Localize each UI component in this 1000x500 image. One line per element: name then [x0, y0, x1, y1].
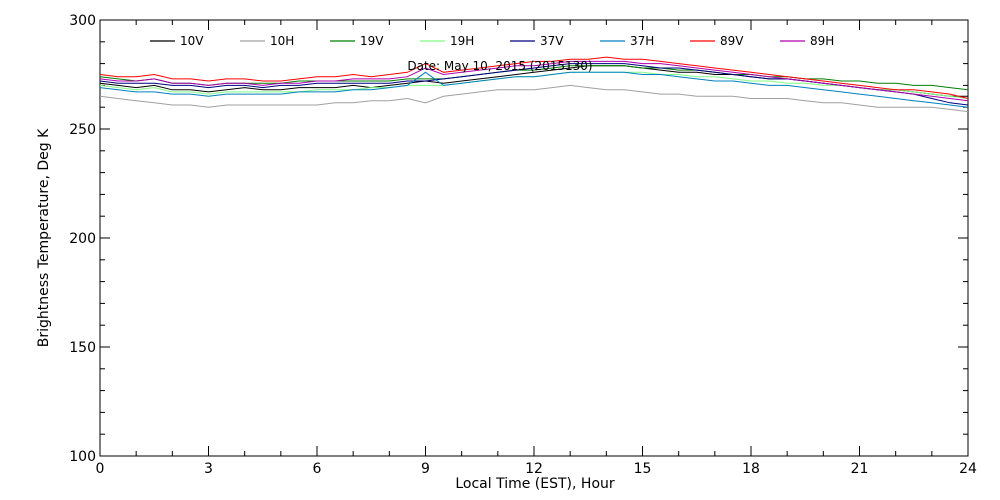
x-tick-label: 3 [204, 461, 213, 477]
x-tick-label: 0 [96, 461, 105, 477]
axes-group: 0 3 6 9 12 15 18 21 24 100 150 200 250 300 [69, 13, 977, 477]
x-tick-label: 24 [959, 461, 977, 477]
x-tick-label: 9 [421, 461, 430, 477]
y-axis-label: Brightness Temperature, Deg K [36, 128, 52, 347]
y-tick-label: 150 [69, 340, 96, 356]
series-line-89v [99, 56, 969, 99]
legend-label-19v: 19V [360, 34, 384, 48]
x-tick-label: 21 [851, 461, 869, 477]
y-tick-label: 300 [69, 13, 96, 29]
legend-label-89h: 89H [810, 34, 834, 48]
y-tick-label: 250 [69, 122, 96, 138]
x-tick-label: 18 [742, 461, 760, 477]
x-tick-label: 15 [634, 461, 652, 477]
legend-label-19h: 19H [450, 34, 474, 48]
date-annotation: Date: May 10, 2015 (2015130) [407, 59, 592, 73]
x-tick-label: 12 [525, 461, 543, 477]
y-tick-label: 100 [69, 449, 96, 465]
x-tick-label: 6 [313, 461, 322, 477]
legend: 10V 10H 19V 19H 37V 37H 89V 89H [150, 34, 834, 48]
legend-label-37h: 37H [630, 34, 654, 48]
series-line-89h [99, 60, 969, 102]
legend-label-37v: 37V [540, 34, 564, 48]
legend-label-10v: 10V [180, 34, 204, 48]
legend-label-10h: 10H [270, 34, 294, 48]
x-axis-label: Local Time (EST), Hour [455, 476, 615, 492]
series-line-37h [99, 71, 969, 108]
series-group [99, 56, 969, 113]
legend-label-89v: 89V [720, 34, 744, 48]
series-line-10h [99, 84, 969, 113]
y-tick-label: 200 [69, 231, 96, 247]
